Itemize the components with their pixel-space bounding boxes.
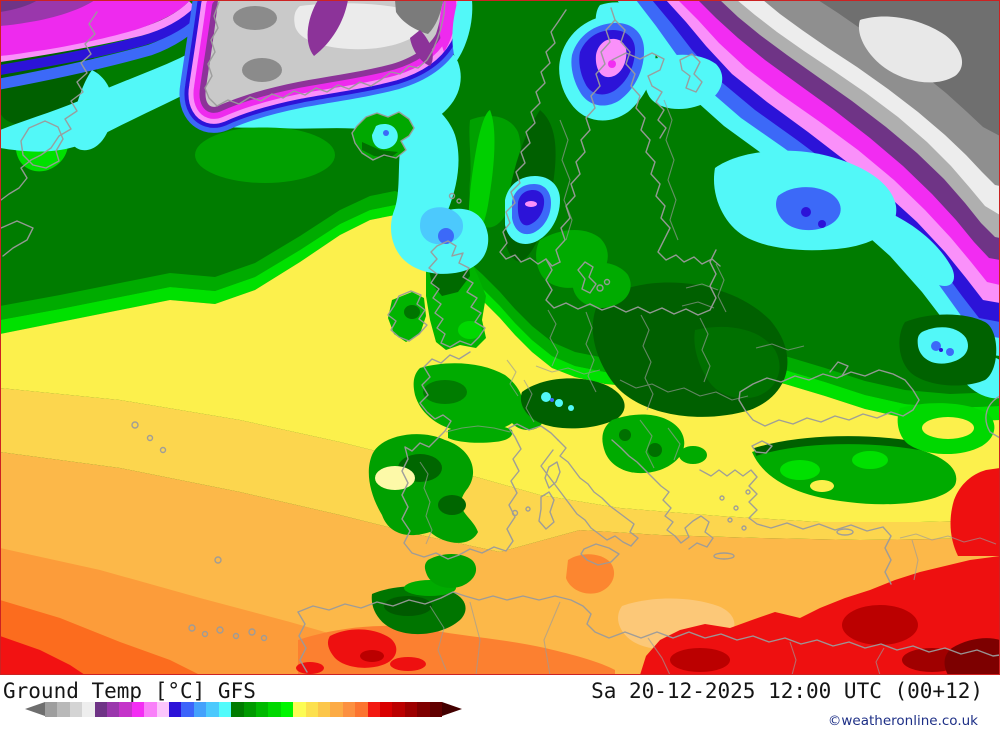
- colorbar-segment: [268, 702, 281, 717]
- colorbar-segment: [119, 702, 132, 717]
- colorbar-segment: [255, 702, 269, 717]
- colorbar-segment: [355, 702, 368, 717]
- colorbar-segment: [293, 702, 306, 717]
- coastlines: [0, 1, 1000, 673]
- legend-bar: Ground Temp [°C] GFS Sa 20-12-2025 12:00…: [0, 675, 1000, 733]
- colorbar-segment: [156, 702, 170, 717]
- colorbar-segment: [57, 702, 70, 717]
- colorbar-segment: [429, 702, 442, 717]
- map-svg: [0, 0, 1000, 675]
- colorbar-segment: [206, 702, 219, 717]
- colorbar-segment: [193, 702, 207, 717]
- colorbar-segment: [417, 702, 430, 717]
- colorbar-segment: [330, 702, 343, 717]
- colorbar-arrow-left: [25, 702, 45, 716]
- map-datetime: Sa 20-12-2025 12:00 UTC (00+12): [591, 679, 983, 703]
- country-borders: [419, 99, 997, 675]
- colorbar-segment: [305, 702, 318, 717]
- alps-caucasus-cold: [541, 314, 997, 411]
- colorbar-segment: [82, 702, 95, 717]
- colorbar-segment: [218, 702, 232, 717]
- scandinavia-cold: [505, 14, 955, 287]
- colorbar-segment: [342, 702, 356, 717]
- colorbar-segment: [169, 702, 182, 717]
- map-copyright: ©weatheronline.co.uk: [827, 713, 978, 729]
- colorbar-segment: [243, 702, 256, 717]
- colorbar-segment: [280, 702, 294, 717]
- colorbar-segment: [45, 702, 58, 717]
- colorbar-segment: [231, 702, 244, 717]
- cold-regions: [0, 0, 1000, 411]
- colorbar-segment: [94, 702, 108, 717]
- colorbar-arrow-right: [442, 702, 462, 716]
- colorbar-segment: [379, 702, 393, 717]
- colorbar-segment: [107, 702, 120, 717]
- map-title: Ground Temp [°C] GFS: [3, 679, 256, 703]
- colorbar-segment: [69, 702, 83, 717]
- greenland: [179, 0, 489, 274]
- temperature-map: [0, 0, 1000, 675]
- colorbar-segment: [144, 702, 157, 717]
- colorbar-segment: [181, 702, 194, 717]
- colorbar-segment: [131, 702, 145, 717]
- arctic-canada: [0, 0, 234, 152]
- iceland: [352, 112, 414, 160]
- colorbar-segment: [367, 702, 380, 717]
- colorbar-segment: [404, 702, 418, 717]
- colorbar-segment: [392, 702, 405, 717]
- colorbar-segments: [45, 702, 442, 717]
- temperature-colorbar: -28-22-10012263848: [25, 702, 462, 717]
- colorbar-segment: [317, 702, 331, 717]
- colorbar-row: [25, 702, 462, 717]
